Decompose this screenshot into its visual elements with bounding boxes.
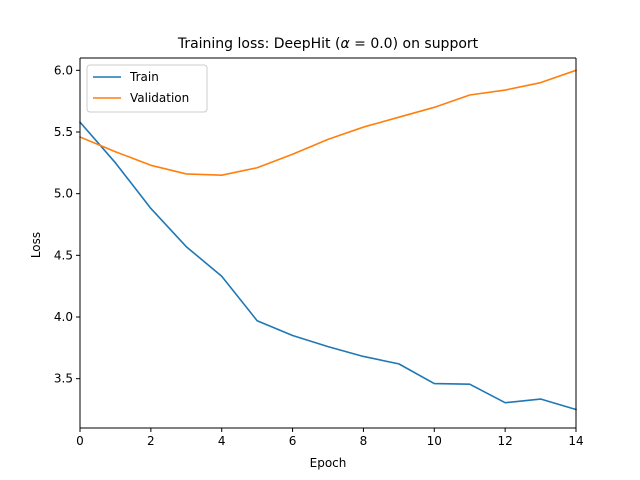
x-tick-label: 12: [498, 434, 513, 448]
legend-label-train: Train: [129, 70, 159, 84]
x-tick-label: 0: [76, 434, 84, 448]
x-tick-label: 2: [147, 434, 155, 448]
y-tick-label: 5.5: [54, 125, 73, 139]
y-tick-label: 3.5: [54, 372, 73, 386]
x-axis-label: Epoch: [310, 456, 347, 470]
y-tick-label: 6.0: [54, 63, 73, 77]
series-line-validation: [78, 69, 578, 176]
y-axis-label: Loss: [29, 232, 43, 258]
x-tick-label: 8: [360, 434, 368, 448]
series-line-train: [78, 121, 577, 411]
y-tick-label: 4.5: [54, 248, 73, 262]
x-tick-label: 6: [289, 434, 297, 448]
x-tick-label: 14: [568, 434, 583, 448]
chart-title: Training loss: DeepHit (α = 0.0) on supp…: [177, 36, 479, 52]
y-tick-label: 4.0: [54, 310, 73, 324]
plot-area: 0 2 4 6 8 10 12 14 3.5 4.0 4.5 5.0 5.5 6.0 Train Valida…: [54, 57, 584, 448]
x-tick-label: 10: [427, 434, 442, 448]
legend-label-validation: Validation: [130, 91, 189, 105]
x-tick-label: 4: [218, 434, 226, 448]
y-tick-label: 5.0: [54, 187, 73, 201]
